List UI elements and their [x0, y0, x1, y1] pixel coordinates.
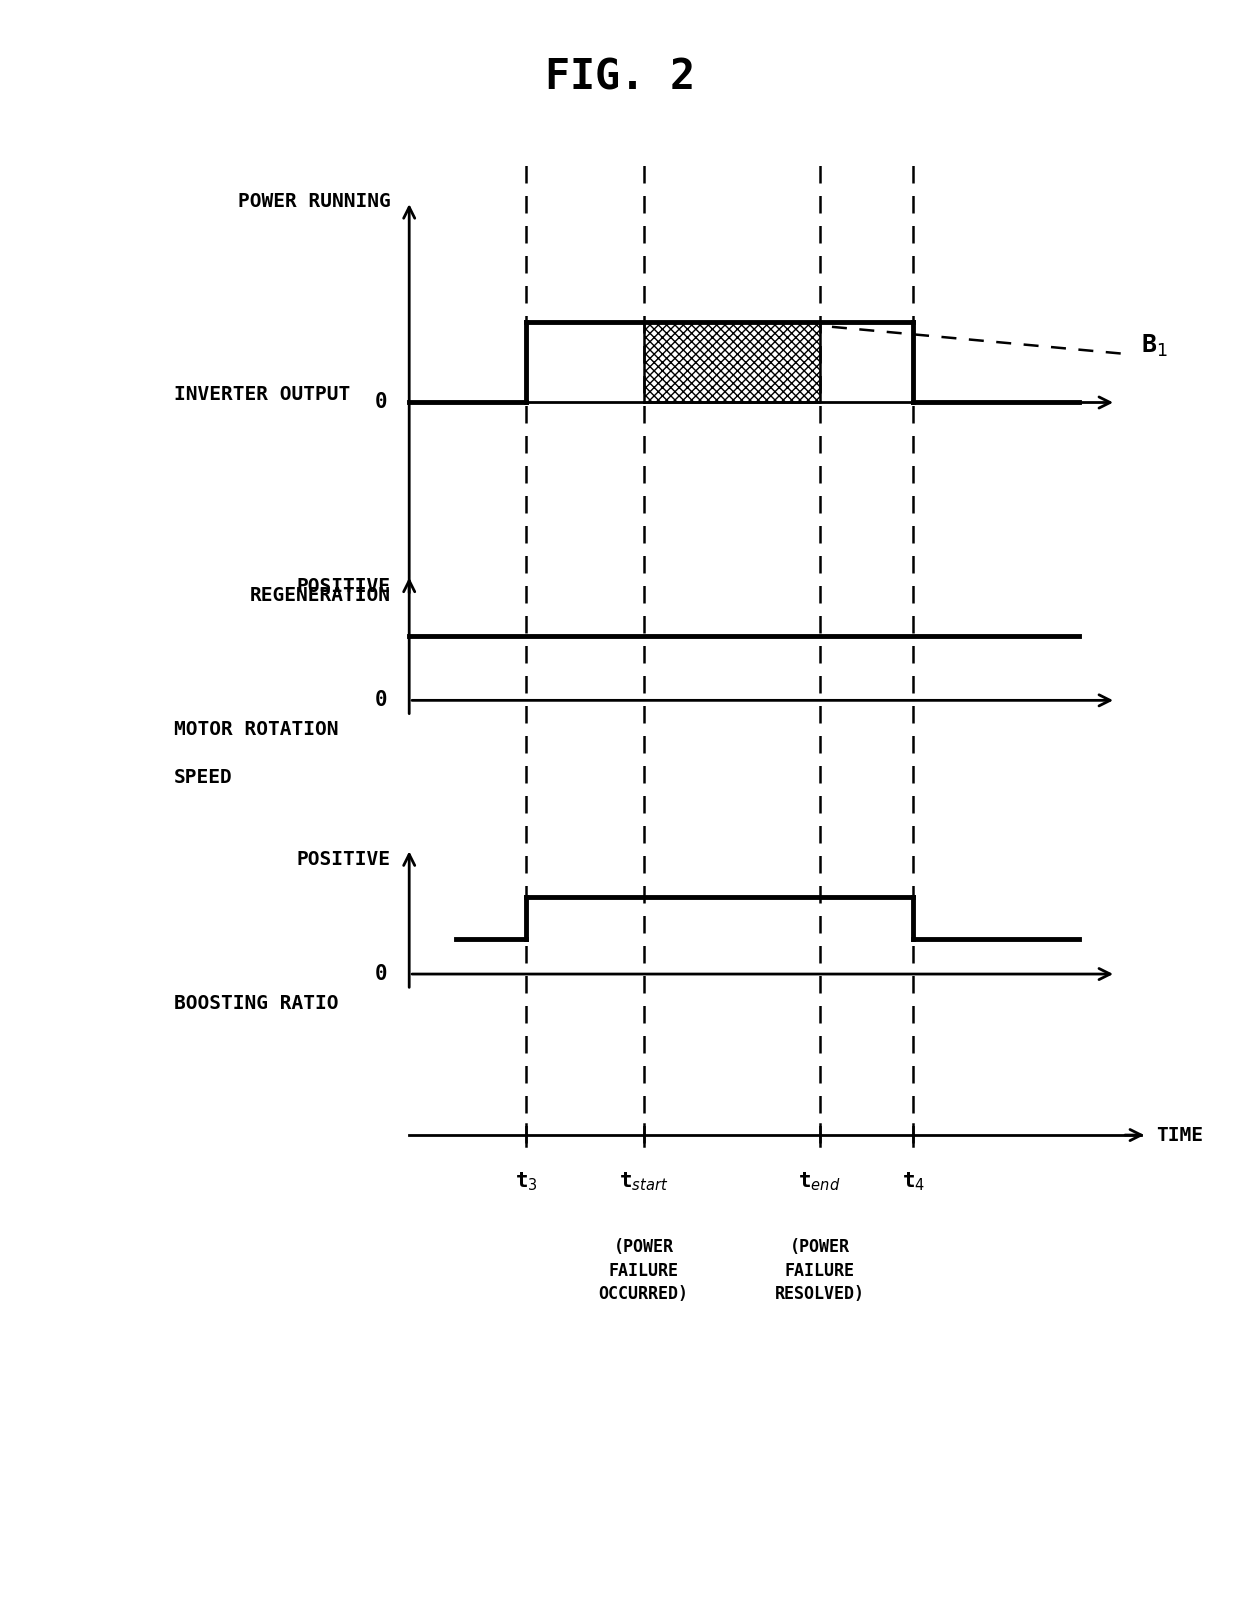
Text: FIG. 2: FIG. 2 — [546, 56, 694, 98]
Text: 0: 0 — [374, 964, 387, 984]
Text: TIME: TIME — [1156, 1125, 1203, 1145]
Text: POWER RUNNING: POWER RUNNING — [238, 192, 391, 211]
Text: INVERTER OUTPUT: INVERTER OUTPUT — [174, 385, 350, 404]
Text: 0: 0 — [374, 393, 387, 412]
Text: MOTOR ROTATION: MOTOR ROTATION — [174, 720, 339, 739]
Text: (POWER
FAILURE
RESOLVED): (POWER FAILURE RESOLVED) — [775, 1238, 864, 1302]
Text: (POWER
FAILURE
OCCURRED): (POWER FAILURE OCCURRED) — [599, 1238, 688, 1302]
Text: B$_1$: B$_1$ — [1141, 333, 1168, 359]
Text: 0: 0 — [374, 691, 387, 710]
Text: t$_{end}$: t$_{end}$ — [799, 1170, 841, 1193]
Text: BOOSTING RATIO: BOOSTING RATIO — [174, 993, 339, 1013]
Text: t$_{start}$: t$_{start}$ — [619, 1170, 668, 1193]
Text: t$_4$: t$_4$ — [901, 1170, 925, 1193]
Text: POSITIVE: POSITIVE — [296, 850, 391, 869]
Text: REGENERATION: REGENERATION — [249, 586, 391, 605]
Text: POSITIVE: POSITIVE — [296, 576, 391, 596]
Text: t$_3$: t$_3$ — [515, 1170, 538, 1193]
Text: SPEED: SPEED — [174, 768, 232, 787]
